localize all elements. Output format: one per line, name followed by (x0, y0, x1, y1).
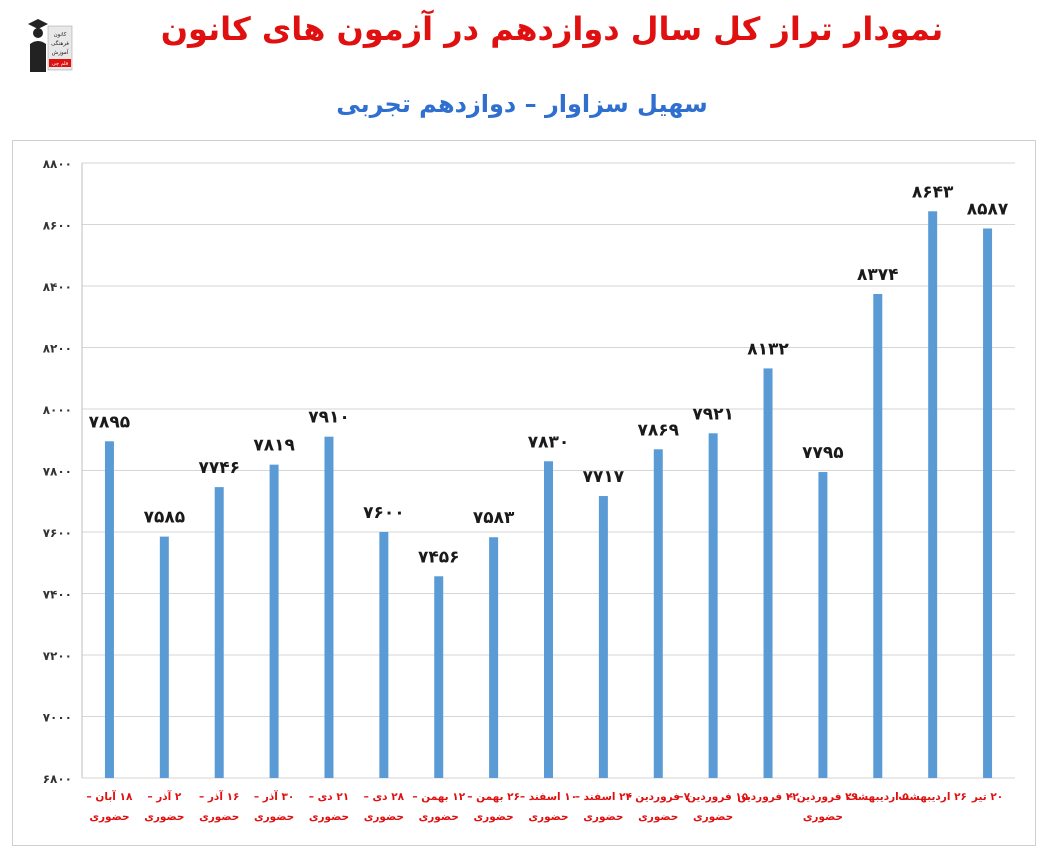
data-label: ۸۶۴۳ (912, 182, 954, 202)
x-tick-label: ۲۹ فروردین – حضوری (788, 791, 859, 823)
x-tick-label: ۵ اردیبهشت (847, 791, 910, 803)
data-label: ۷۸۹۵ (89, 412, 131, 432)
x-tick-label: ۲۰ تیر (971, 791, 1003, 803)
x-tick-label: ۱۲ بهمن – حضوری (412, 791, 465, 823)
y-tick-label: ۸۴۰۰ (43, 280, 72, 294)
data-label: ۷۴۵۶ (418, 547, 460, 567)
data-label: ۷۸۱۹ (253, 436, 295, 456)
bar (818, 472, 828, 778)
x-tick-label: ۲۶ اردیبهشت (898, 791, 966, 803)
x-tick-label: ۲۱ دی – حضوری (309, 791, 349, 823)
x-tick-label: ۲۶ بهمن – حضوری (467, 791, 520, 823)
bar (104, 441, 114, 778)
y-tick-label: ۷۴۰۰ (43, 588, 72, 602)
chart-frame (12, 140, 1036, 846)
data-label: ۷۸۳۰ (528, 432, 570, 452)
bar (379, 532, 389, 778)
x-tick-label: ۲ آذر – حضوری (144, 790, 184, 823)
x-tick-label: ۲۲ فروردین (737, 791, 799, 803)
data-label: ۷۹۲۱ (692, 404, 734, 424)
y-tick-label: ۷۶۰۰ (43, 526, 72, 540)
y-tick-label: ۷۲۰۰ (43, 649, 72, 663)
x-tick-label: ۲۴ اسفند – حضوری (575, 791, 633, 823)
y-tick-label: ۸۸۰۰ (43, 157, 72, 171)
data-label: ۷۷۹۵ (802, 443, 844, 463)
data-label: ۸۳۷۴ (857, 265, 899, 285)
x-tick-label: ۷ فروردین – حضوری (626, 791, 690, 823)
data-label: ۸۵۸۷ (967, 199, 1009, 219)
x-tick-label: ۱۰ اسفند – حضوری (520, 791, 577, 823)
y-tick-label: ۸۶۰۰ (43, 219, 72, 233)
logo-text-2: فرهنگی (51, 40, 69, 47)
bar (708, 433, 718, 778)
data-label: ۷۹۱۰ (308, 408, 350, 428)
x-tick-label: ۱۶ آذر – حضوری (199, 790, 239, 823)
logo-text-3: آموزش (52, 49, 69, 56)
x-tick-label: ۱۸ آبان – حضوری (87, 790, 133, 823)
data-label: ۷۷۱۷ (583, 467, 625, 487)
page-title: نمودار تراز کل سال دوازدهم در آزمون های … (160, 10, 944, 48)
data-label: ۷۶۰۰ (363, 503, 405, 523)
logo-text-4: قلم چی (52, 61, 69, 67)
bar (544, 461, 553, 778)
bar (873, 293, 883, 778)
y-tick-label: ۷۸۰۰ (43, 465, 72, 479)
data-label: ۸۱۳۲ (747, 339, 789, 359)
data-label: ۷۵۸۵ (144, 508, 186, 528)
logo-text-1: کانون (54, 31, 67, 38)
bar (214, 487, 224, 778)
bar (159, 536, 169, 778)
y-tick-label: ۸۰۰۰ (43, 403, 72, 417)
bar (928, 211, 938, 779)
bar (598, 496, 608, 778)
data-label: ۷۷۴۶ (198, 458, 240, 478)
bar (269, 464, 279, 778)
x-tick-label: ۲۸ دی – حضوری (364, 791, 405, 823)
bar (489, 537, 499, 778)
bar (434, 576, 444, 778)
y-tick-label: ۷۰۰۰ (43, 711, 72, 725)
x-tick-label: ۳۰ آذر – حضوری (254, 790, 294, 823)
bar (653, 449, 663, 778)
page-subtitle: سهیل سزاوار – دوازدهم تجربی (336, 90, 708, 118)
data-label: ۷۸۶۹ (638, 420, 680, 440)
y-tick-label: ۶۸۰۰ (43, 772, 72, 786)
bar (983, 228, 993, 778)
x-tick-label: ۱۵ فروردین – حضوری (678, 791, 749, 823)
bar (763, 368, 773, 778)
bar (324, 436, 334, 778)
graduate-logo-icon: کانون فرهنگی آموزش قلم چی (22, 14, 74, 76)
y-tick-label: ۸۲۰۰ (43, 342, 72, 356)
data-label: ۷۵۸۳ (473, 508, 515, 528)
